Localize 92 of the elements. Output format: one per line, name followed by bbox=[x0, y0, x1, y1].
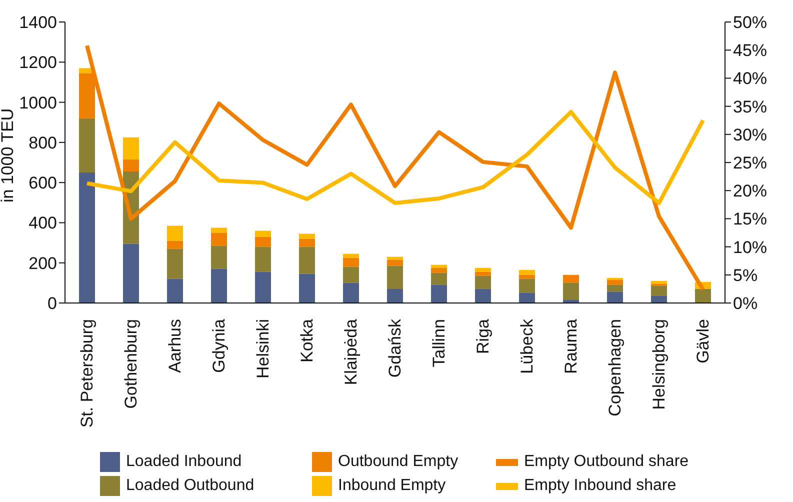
bar bbox=[651, 280, 667, 284]
bar bbox=[211, 228, 227, 233]
y-tick-label: 200 bbox=[28, 254, 57, 273]
bar bbox=[123, 159, 139, 172]
bar bbox=[255, 246, 271, 272]
y2-tick-label: 35% bbox=[733, 97, 768, 116]
bar bbox=[343, 266, 359, 283]
bar bbox=[387, 256, 403, 260]
bar bbox=[299, 246, 315, 274]
x-tick-label: Helsingborg bbox=[650, 319, 668, 410]
bar bbox=[607, 292, 623, 303]
bar bbox=[651, 286, 667, 296]
y-tick-label: 1400 bbox=[19, 13, 57, 32]
y2-tick-label: 30% bbox=[733, 125, 768, 144]
legend-label: Inbound Empty bbox=[338, 477, 446, 495]
bar bbox=[387, 260, 403, 266]
bar bbox=[211, 268, 227, 303]
bar bbox=[387, 266, 403, 289]
bar bbox=[255, 236, 271, 247]
line-series bbox=[85, 110, 705, 205]
bar bbox=[299, 234, 315, 239]
y2-tick-label: 15% bbox=[733, 210, 768, 229]
y-axis-title: in 1000 TEU bbox=[0, 108, 18, 202]
y2-tick-label: 45% bbox=[733, 41, 768, 60]
x-tick-label: Gävle bbox=[694, 319, 712, 364]
legend-label: Loaded Outbound bbox=[126, 477, 254, 495]
bar bbox=[431, 264, 447, 268]
bar bbox=[519, 278, 535, 293]
y2-tick-label: 40% bbox=[733, 69, 768, 88]
y2-tick-label: 5% bbox=[733, 266, 758, 285]
legend-label: Loaded Inbound bbox=[126, 453, 242, 471]
bar bbox=[475, 272, 491, 276]
y2-tick-label: 20% bbox=[733, 182, 768, 201]
bar bbox=[431, 272, 447, 285]
bar bbox=[299, 238, 315, 247]
bar bbox=[475, 268, 491, 272]
bar bbox=[211, 246, 227, 269]
y2-tick-label: 0% bbox=[733, 294, 758, 314]
x-tick-label: Klaipėda bbox=[342, 318, 360, 386]
bar bbox=[431, 284, 447, 303]
x-tick-label: Gdynia bbox=[210, 318, 228, 373]
y-tick-label: 1000 bbox=[19, 93, 57, 112]
bar bbox=[167, 226, 183, 241]
legend-label: Outbound Empty bbox=[338, 453, 458, 471]
bar bbox=[299, 274, 315, 303]
x-tick-label: Kotka bbox=[298, 318, 316, 362]
bar bbox=[343, 254, 359, 258]
y-tick-label: 0 bbox=[48, 294, 57, 314]
bar bbox=[79, 172, 95, 303]
bar bbox=[167, 278, 183, 303]
bar bbox=[211, 232, 227, 246]
bar bbox=[343, 258, 359, 267]
x-tick-label: Helsinki bbox=[254, 319, 272, 379]
y2-tick-label: 25% bbox=[733, 154, 768, 173]
bar bbox=[475, 288, 491, 303]
bar bbox=[123, 137, 139, 160]
bar bbox=[651, 296, 667, 303]
bar bbox=[431, 268, 447, 273]
y-tick-label: 1200 bbox=[19, 53, 57, 72]
x-tick-label: Tallinn bbox=[430, 319, 448, 368]
y-tick-label: 400 bbox=[28, 214, 57, 233]
x-tick-label: Aarhus bbox=[166, 319, 184, 373]
x-tick-label: Gdańsk bbox=[386, 318, 404, 378]
bar bbox=[519, 270, 535, 275]
x-tick-label: Gothenburg bbox=[122, 319, 140, 409]
legend-label: Empty Outbound share bbox=[524, 453, 689, 471]
bar bbox=[167, 248, 183, 279]
bar bbox=[123, 244, 139, 303]
bar bbox=[563, 282, 579, 300]
x-tick-label: Copenhagen bbox=[606, 319, 624, 416]
bar bbox=[475, 276, 491, 289]
bar bbox=[255, 272, 271, 303]
x-tick-label: Rauma bbox=[562, 318, 580, 374]
x-tick-label: Lübeck bbox=[518, 318, 536, 374]
x-tick-label: Riga bbox=[474, 318, 492, 354]
bar bbox=[519, 292, 535, 303]
x-tick-label: St. Petersburg bbox=[78, 319, 96, 428]
bar bbox=[343, 282, 359, 303]
bar bbox=[695, 288, 711, 303]
bar bbox=[607, 280, 623, 285]
bar bbox=[167, 240, 183, 249]
bar bbox=[387, 288, 403, 303]
y2-tick-label: 10% bbox=[733, 238, 768, 257]
bar bbox=[79, 118, 95, 173]
legend-label: Empty Inbound share bbox=[524, 477, 676, 495]
bar bbox=[519, 274, 535, 279]
bar bbox=[563, 274, 579, 283]
y-tick-label: 800 bbox=[28, 133, 57, 152]
y2-tick-label: 50% bbox=[733, 13, 768, 32]
y-tick-label: 600 bbox=[28, 174, 57, 193]
bar bbox=[255, 230, 271, 237]
bar bbox=[607, 284, 623, 292]
